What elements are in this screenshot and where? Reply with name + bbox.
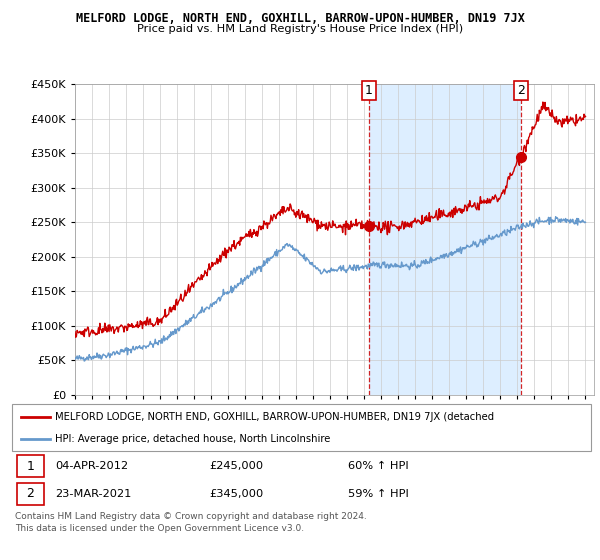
FancyBboxPatch shape xyxy=(17,483,44,505)
Text: 1: 1 xyxy=(365,84,373,97)
Text: This data is licensed under the Open Government Licence v3.0.: This data is licensed under the Open Gov… xyxy=(15,524,304,533)
Text: 2: 2 xyxy=(517,84,525,97)
Text: 59% ↑ HPI: 59% ↑ HPI xyxy=(348,489,409,499)
Text: MELFORD LODGE, NORTH END, GOXHILL, BARROW-UPON-HUMBER, DN19 7JX (detached: MELFORD LODGE, NORTH END, GOXHILL, BARRO… xyxy=(55,412,494,422)
Text: 1: 1 xyxy=(26,460,34,473)
Text: HPI: Average price, detached house, North Lincolnshire: HPI: Average price, detached house, Nort… xyxy=(55,434,331,444)
Text: 60% ↑ HPI: 60% ↑ HPI xyxy=(348,461,409,471)
Text: £245,000: £245,000 xyxy=(209,461,263,471)
Text: Price paid vs. HM Land Registry's House Price Index (HPI): Price paid vs. HM Land Registry's House … xyxy=(137,24,463,34)
FancyBboxPatch shape xyxy=(17,455,44,477)
Text: £345,000: £345,000 xyxy=(209,489,263,499)
Text: 04-APR-2012: 04-APR-2012 xyxy=(55,461,128,471)
Text: MELFORD LODGE, NORTH END, GOXHILL, BARROW-UPON-HUMBER, DN19 7JX: MELFORD LODGE, NORTH END, GOXHILL, BARRO… xyxy=(76,12,524,25)
FancyBboxPatch shape xyxy=(12,404,591,451)
Text: 23-MAR-2021: 23-MAR-2021 xyxy=(55,489,132,499)
Text: 2: 2 xyxy=(26,487,34,500)
Text: Contains HM Land Registry data © Crown copyright and database right 2024.: Contains HM Land Registry data © Crown c… xyxy=(15,512,367,521)
Bar xyxy=(369,84,521,395)
